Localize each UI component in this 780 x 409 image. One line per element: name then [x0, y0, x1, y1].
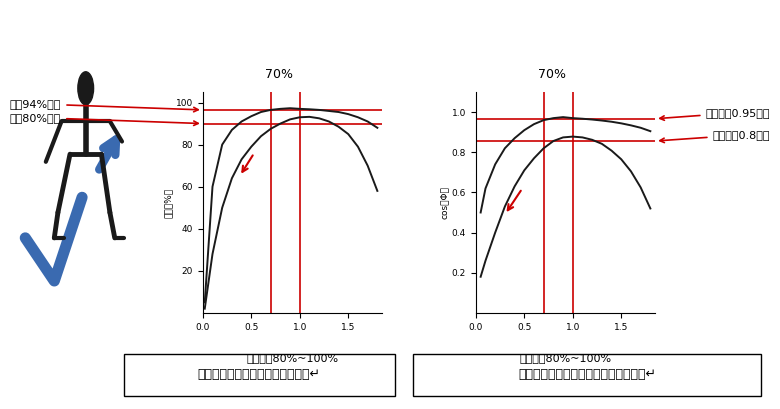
Circle shape	[78, 72, 94, 105]
Text: 三相感应电机和永磁电机功率因数对比↵: 三相感应电机和永磁电机功率因数对比↵	[518, 368, 656, 381]
Text: 效率80%以上: 效率80%以上	[10, 112, 198, 126]
Text: 额定负荷80%~100%: 额定负荷80%~100%	[246, 353, 339, 363]
Text: 三相感应电机和永磁电机效率对比↵: 三相感应电机和永磁电机效率对比↵	[198, 368, 321, 381]
Text: 额定负荷80%~100%: 额定负荷80%~100%	[519, 353, 612, 363]
Text: 70%: 70%	[538, 68, 566, 81]
Text: 功率因攇0.95以上: 功率因攇0.95以上	[660, 108, 770, 120]
Text: 功率因攇0.8以上: 功率因攇0.8以上	[660, 130, 770, 143]
Y-axis label: cos（Φ）: cos（Φ）	[440, 186, 449, 219]
Text: 70%: 70%	[265, 68, 293, 81]
Y-axis label: 效率（%）: 效率（%）	[164, 187, 173, 218]
Text: 效率94%以上: 效率94%以上	[10, 99, 198, 112]
